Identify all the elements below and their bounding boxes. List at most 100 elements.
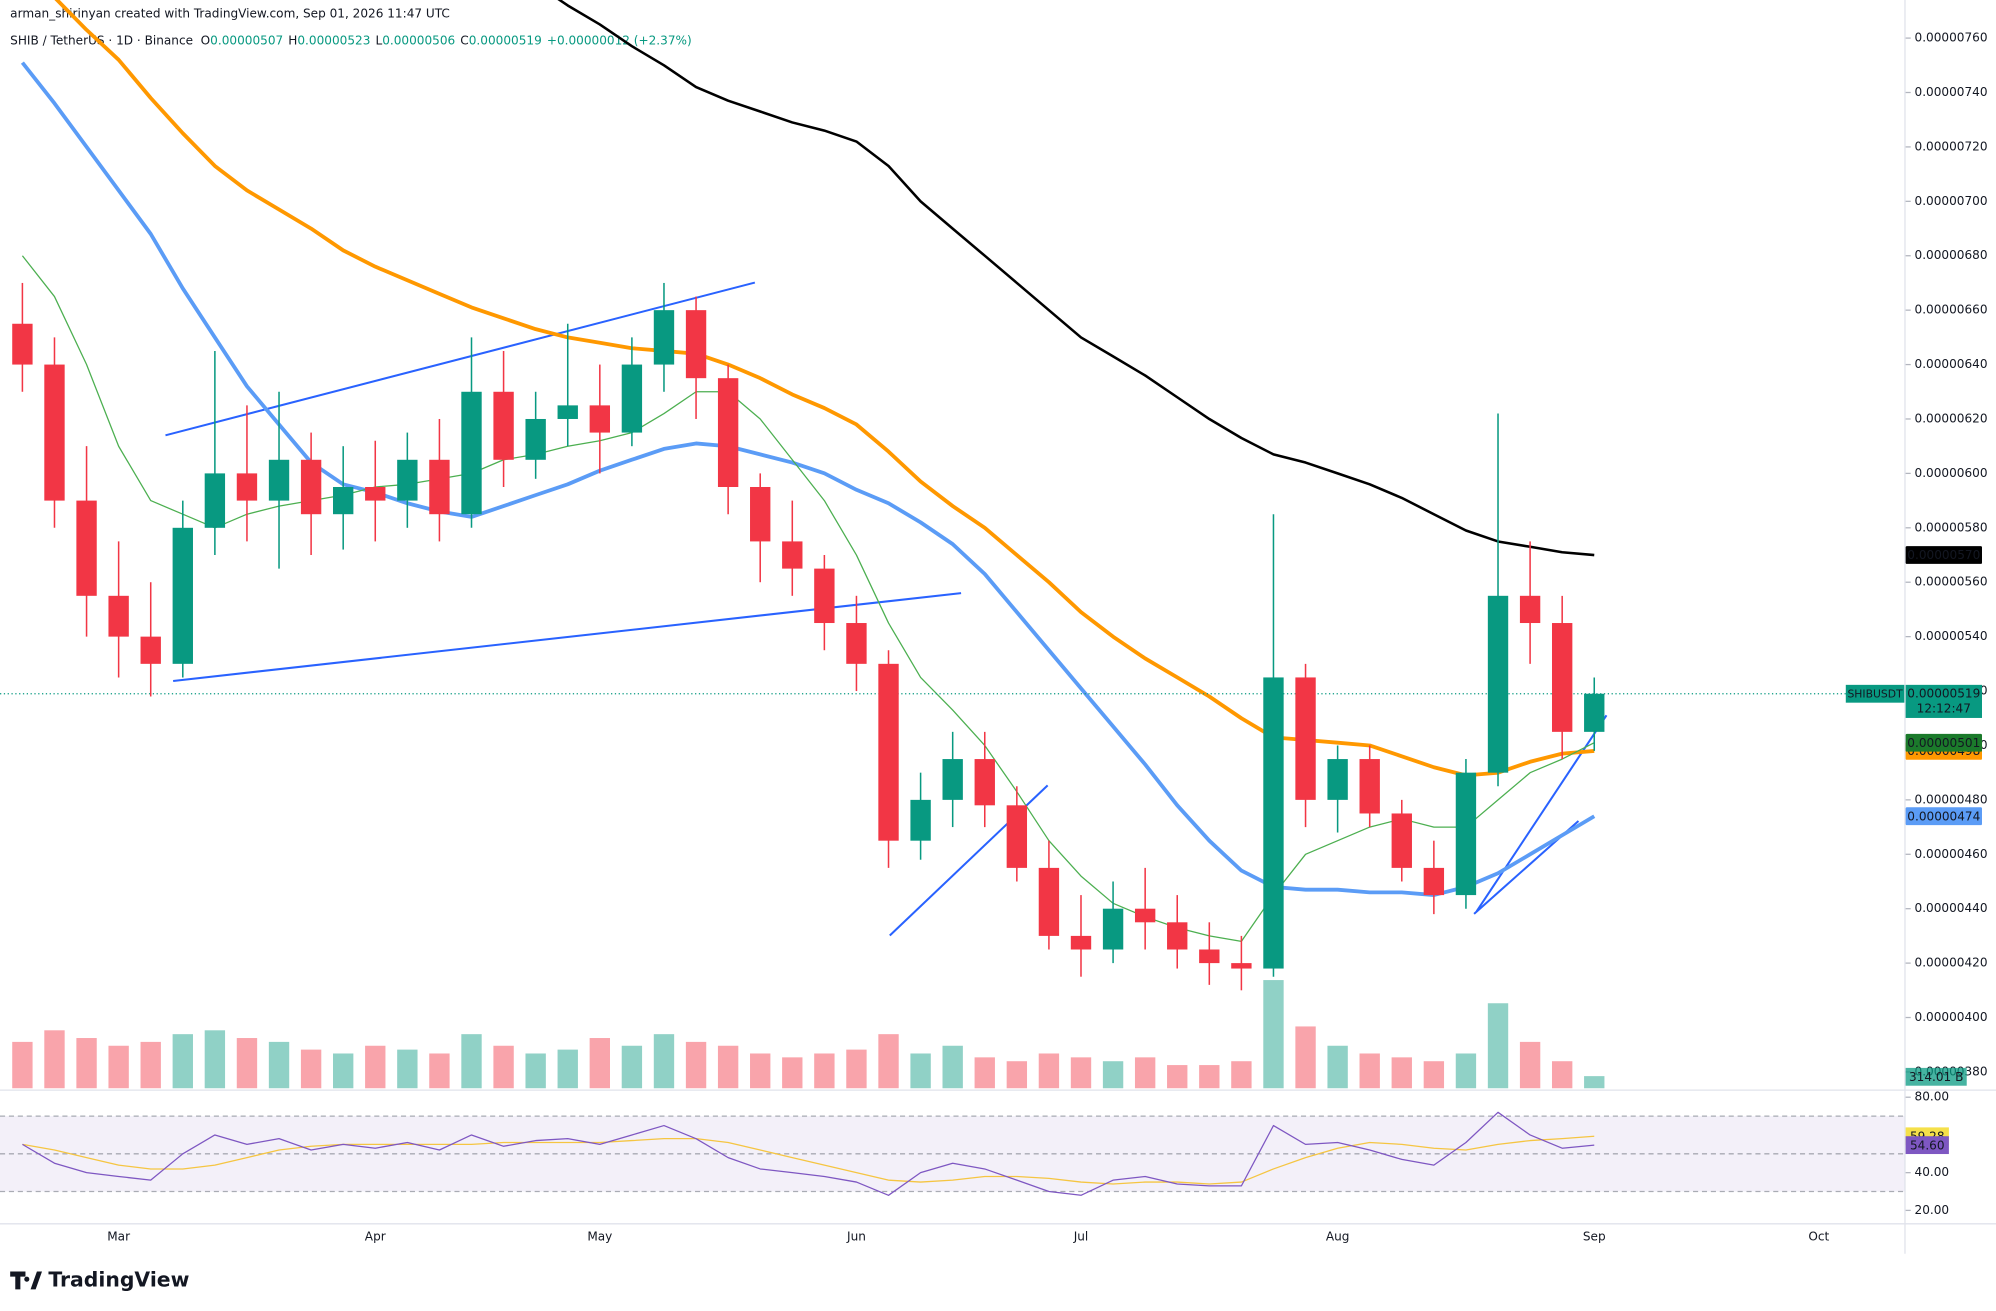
x-tick-label: Mar xyxy=(107,1230,130,1244)
volume-bar xyxy=(910,1053,931,1089)
y-tick-label: 0.00000760 xyxy=(1915,31,1988,45)
volume-bar xyxy=(1519,1041,1541,1089)
candle-body xyxy=(140,636,161,664)
volume-bar xyxy=(204,1030,226,1089)
volume-label: 314.01 B xyxy=(1909,1070,1963,1084)
candle-body xyxy=(942,759,963,800)
y-tick-label: 0.00000720 xyxy=(1915,139,1988,153)
candle-body xyxy=(333,486,354,515)
volume-bar xyxy=(1231,1061,1252,1089)
x-tick-label: Aug xyxy=(1326,1230,1350,1244)
candle-body xyxy=(1199,949,1220,964)
candle-body xyxy=(557,405,578,419)
volume-bar xyxy=(878,1034,899,1089)
candle-body xyxy=(589,405,611,433)
volume-bar xyxy=(782,1057,803,1089)
candle-body xyxy=(365,486,386,501)
trendline xyxy=(165,281,756,437)
volume-bar xyxy=(1102,1061,1124,1089)
candle-body xyxy=(268,459,290,501)
candle-body xyxy=(1551,623,1573,732)
brand: TradingView xyxy=(10,1267,190,1291)
candle-body xyxy=(621,364,643,433)
volume-bar xyxy=(1455,1053,1477,1089)
volume-bar xyxy=(814,1053,835,1089)
candle-body xyxy=(172,527,193,664)
y-tick-label: 0.00000460 xyxy=(1915,847,1988,861)
ohlc-key: O xyxy=(201,33,211,47)
volume-bar xyxy=(1327,1045,1348,1089)
candle-body xyxy=(76,500,97,596)
volume-bar xyxy=(974,1057,995,1089)
candle-body xyxy=(236,473,258,501)
volume-bar xyxy=(621,1045,643,1089)
volume-bar xyxy=(140,1041,161,1089)
candle-body xyxy=(1455,772,1477,896)
candle-body xyxy=(1519,595,1541,624)
ma-price-label: 0.00000474 xyxy=(1907,809,1980,823)
volume-label-bg xyxy=(1905,1067,1967,1086)
rsi-label: 54.60 xyxy=(1910,1138,1945,1152)
y-tick-label: 0.00000740 xyxy=(1915,85,1988,99)
volume-bar xyxy=(525,1053,546,1089)
ohlc-value: 0.00000506 xyxy=(382,33,455,47)
candle-body xyxy=(108,595,129,637)
candle-body xyxy=(814,568,835,624)
moving-average xyxy=(54,0,1595,778)
y-tick-label: 0.00000700 xyxy=(1915,194,1988,208)
volume-bar xyxy=(108,1045,129,1089)
volume-bar xyxy=(1391,1057,1412,1089)
candle-body xyxy=(1006,805,1028,868)
y-tick-label: 0.00000680 xyxy=(1915,248,1988,262)
volume-bar xyxy=(557,1049,578,1089)
candle-body xyxy=(1295,677,1316,800)
ma-price-label-bg xyxy=(1905,546,1982,564)
y-tick-label: 0.00000620 xyxy=(1915,411,1988,425)
volume-bar xyxy=(1551,1061,1573,1089)
candle-body xyxy=(1391,813,1412,868)
ohlc-value: 0.00000507 xyxy=(210,33,283,47)
y-tick-label: 0.00000480 xyxy=(1915,792,1988,806)
rsi-tick-label: 40.00 xyxy=(1915,1165,1950,1179)
candle-body xyxy=(461,391,482,515)
candle-body xyxy=(525,418,546,460)
candle-body xyxy=(750,486,771,542)
symbol: SHIB / TetherUS · 1D · Binance xyxy=(10,33,193,47)
candle-body xyxy=(1167,922,1188,950)
ohlc-value: 0.00000523 xyxy=(297,33,370,47)
candle-body xyxy=(974,759,995,806)
candle-body xyxy=(1102,908,1124,950)
volume-bar xyxy=(397,1049,418,1089)
ohlc-key: C xyxy=(460,33,468,47)
brand-logo xyxy=(10,1271,43,1290)
volume-bar xyxy=(653,1034,675,1089)
candle-body xyxy=(910,799,931,841)
candle-body xyxy=(653,310,675,365)
candle-body xyxy=(878,663,899,841)
volume-bar xyxy=(333,1053,354,1089)
volume-bar xyxy=(76,1038,97,1089)
rsi-line xyxy=(22,1111,1595,1196)
volume-bar xyxy=(589,1038,611,1089)
candle-body xyxy=(44,364,65,501)
volume-bar xyxy=(1038,1053,1060,1089)
countdown: 12:12:47 xyxy=(1917,702,1971,716)
ma-price-label: 0.00000501 xyxy=(1907,736,1980,750)
y-tick-label: 0.00000640 xyxy=(1915,357,1988,371)
ma-price-label: 0.00000570 xyxy=(1907,548,1980,562)
moving-average xyxy=(20,61,1596,897)
ma-price-label-bg xyxy=(1905,733,1982,752)
x-tick-label: Apr xyxy=(365,1230,386,1244)
x-tick-label: Jun xyxy=(846,1230,866,1244)
volume-bar xyxy=(236,1038,258,1089)
volume-bar xyxy=(268,1041,290,1089)
candle-body xyxy=(1038,867,1060,936)
candle-body xyxy=(1231,963,1252,969)
volume-bar xyxy=(493,1045,514,1089)
y-tick-label: 0.00000540 xyxy=(1915,629,1988,643)
candle-body xyxy=(397,459,418,501)
brand-name: TradingView xyxy=(48,1267,189,1291)
candle-body xyxy=(1327,759,1348,800)
